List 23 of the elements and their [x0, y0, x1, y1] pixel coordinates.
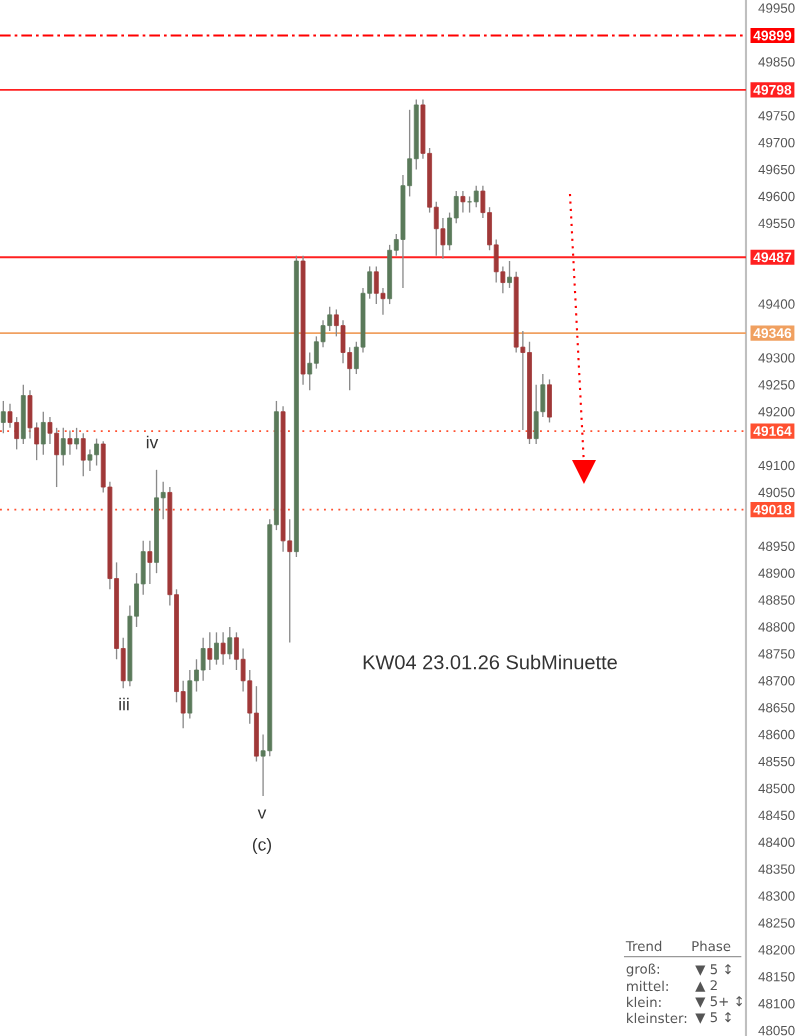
candlestick: [187, 669, 193, 720]
candlestick: [214, 631, 219, 666]
candlestick: [80, 432, 86, 477]
candlestick: [60, 427, 66, 467]
candlestick: [507, 260, 512, 289]
annotation: v: [257, 809, 267, 819]
candlestick: [0, 400, 6, 434]
candlestick: [207, 631, 213, 671]
annotation: (c): [252, 837, 272, 855]
candlestick: [147, 540, 153, 585]
candlestick: [40, 411, 46, 456]
candlestick: [473, 185, 479, 208]
candlestick: [460, 190, 466, 214]
annotation: KW04 23.01.26 SubMinuette: [363, 654, 617, 670]
candlestick: [547, 378, 552, 424]
candlestick: [67, 429, 73, 456]
candlestick: [94, 437, 99, 467]
candlestick: [20, 384, 26, 445]
candlestick: [74, 427, 79, 451]
annotation: iii: [119, 697, 129, 711]
annotation: iv: [146, 435, 159, 449]
candlestick: [220, 631, 226, 666]
candlestick: [227, 626, 233, 660]
